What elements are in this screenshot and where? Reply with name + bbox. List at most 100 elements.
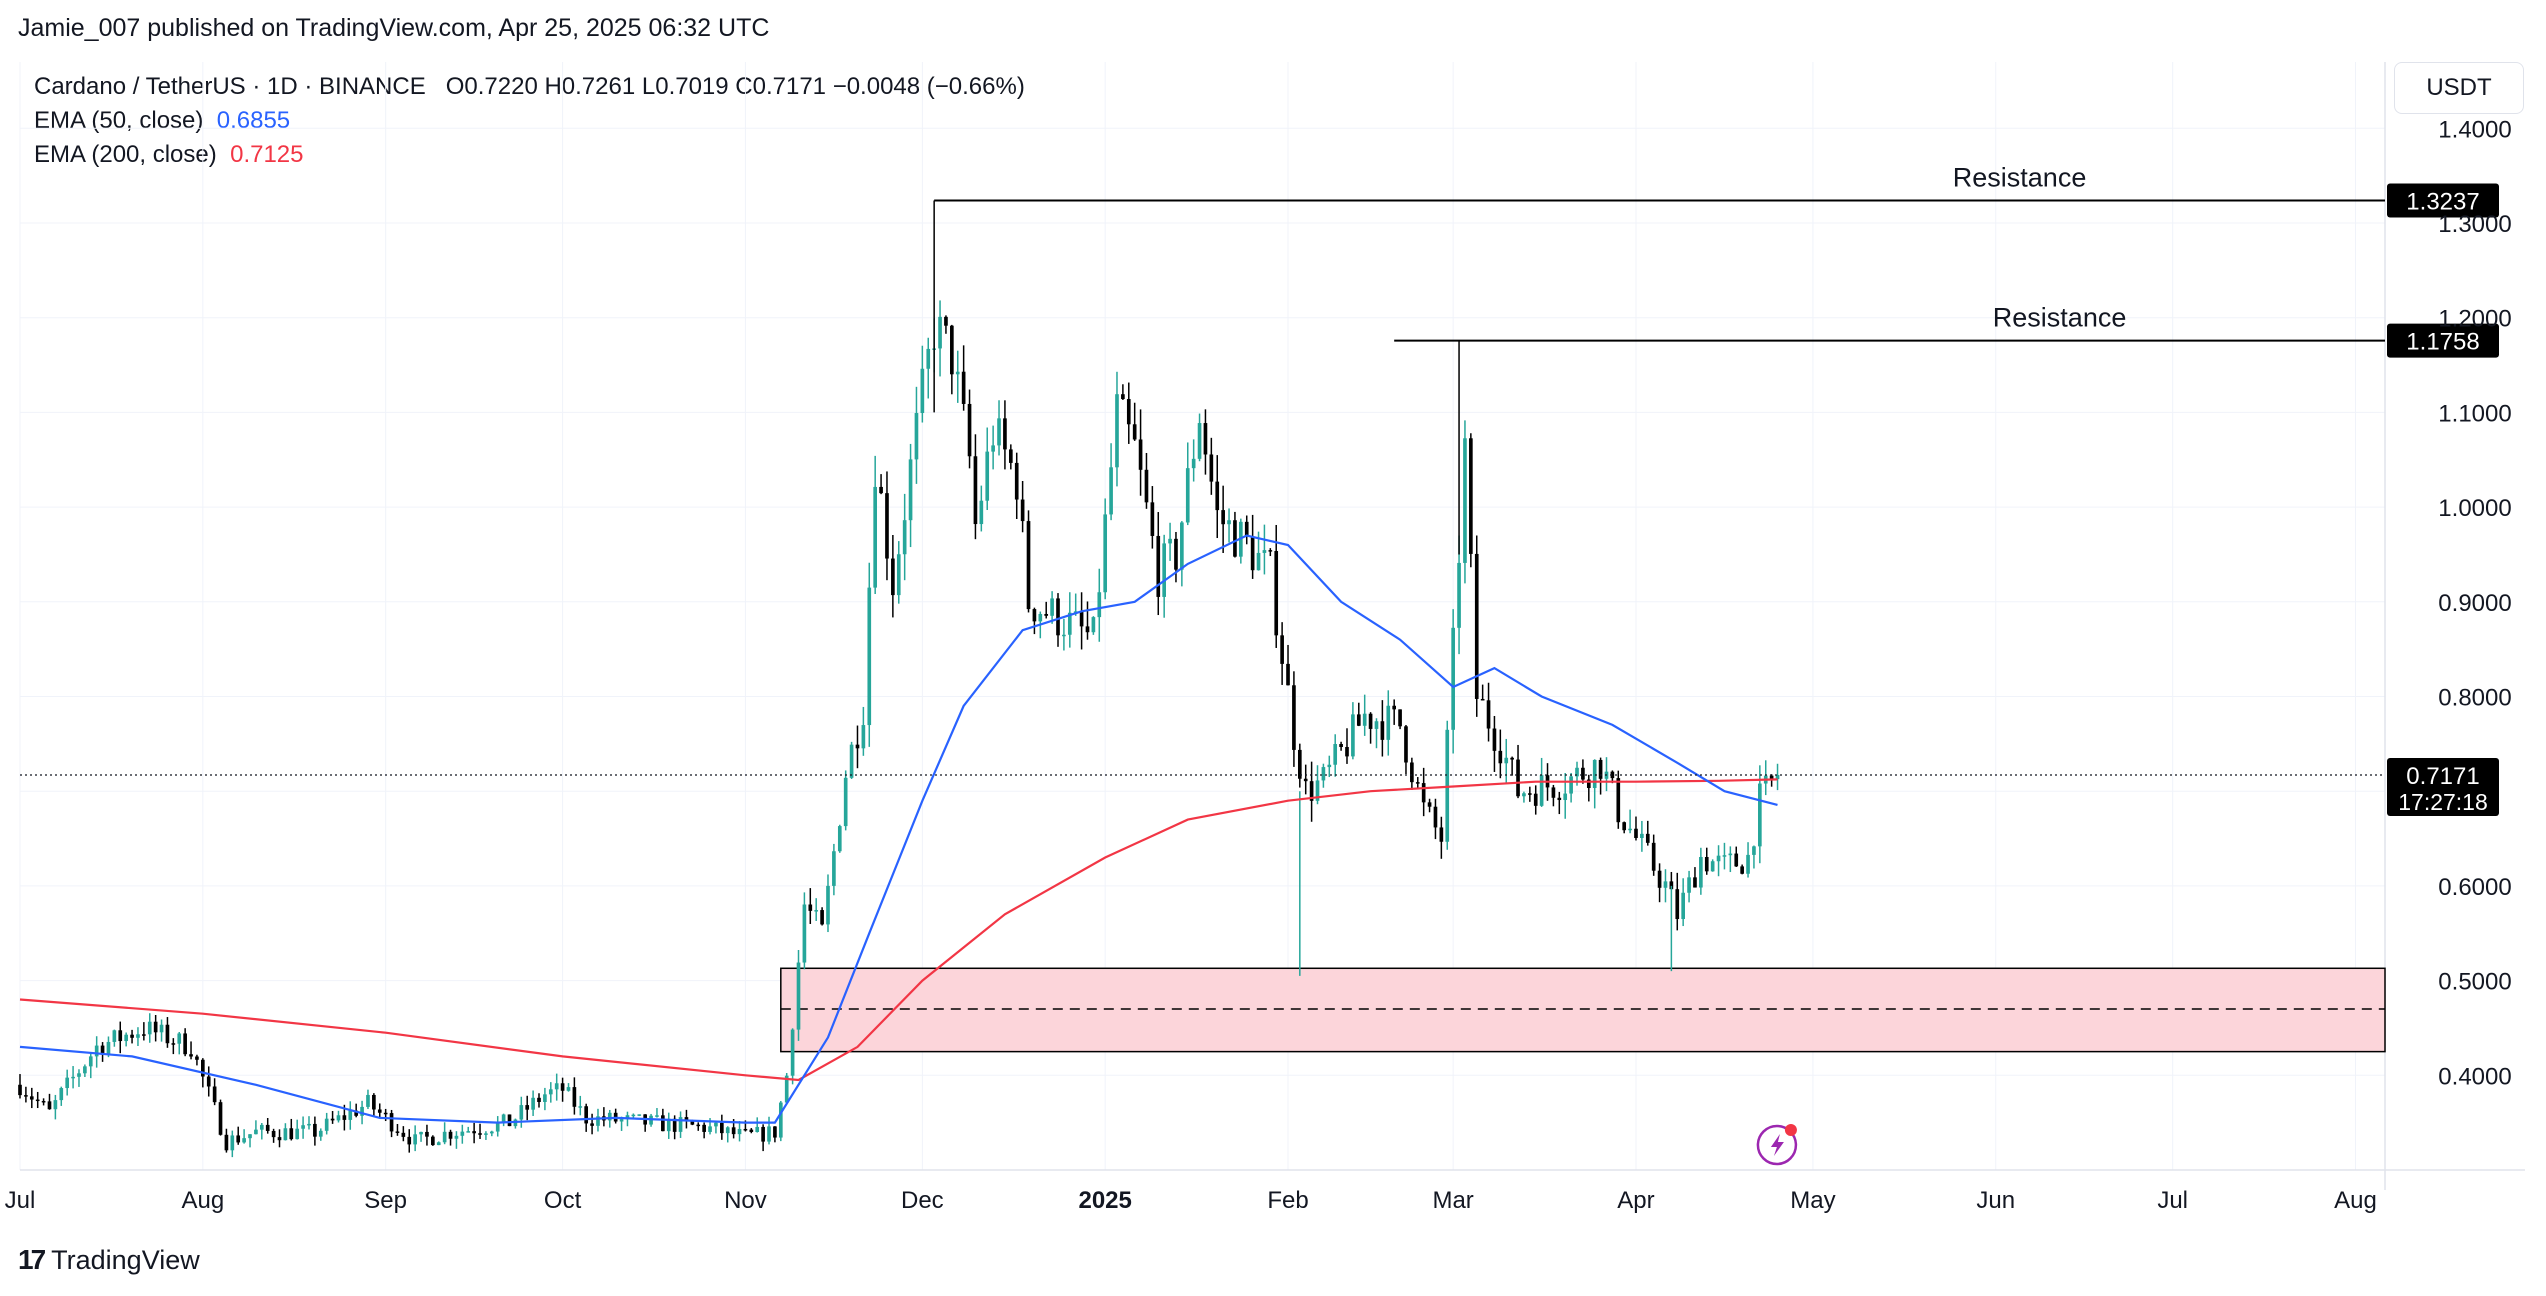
candle-body[interactable] — [755, 1126, 760, 1132]
candle-body[interactable] — [566, 1087, 571, 1091]
candle-body[interactable] — [1032, 609, 1037, 622]
candle-body[interactable] — [65, 1077, 70, 1089]
candle-body[interactable] — [1398, 709, 1402, 727]
candle-body[interactable] — [891, 558, 895, 596]
candle-body[interactable] — [914, 413, 919, 460]
candle-body[interactable] — [1404, 726, 1408, 763]
candle-body[interactable] — [206, 1076, 211, 1087]
candle-body[interactable] — [248, 1134, 252, 1139]
candle-body[interactable] — [1687, 877, 1691, 893]
candle-body[interactable] — [1516, 759, 1520, 797]
candle-body[interactable] — [1109, 467, 1113, 515]
candle-body[interactable] — [336, 1115, 341, 1121]
candle-body[interactable] — [112, 1030, 117, 1042]
candle-body[interactable] — [354, 1110, 359, 1116]
candle-body[interactable] — [1628, 828, 1632, 831]
candle-body[interactable] — [855, 744, 860, 749]
candle-body[interactable] — [448, 1131, 453, 1139]
candle-body[interactable] — [1616, 778, 1621, 823]
candle-body[interactable] — [832, 851, 836, 886]
candle-body[interactable] — [1380, 721, 1385, 740]
candle-body[interactable] — [100, 1045, 105, 1055]
candle-body[interactable] — [666, 1118, 671, 1132]
candle-body[interactable] — [1669, 881, 1674, 890]
candle-body[interactable] — [1274, 551, 1279, 636]
candle-body[interactable] — [725, 1127, 730, 1134]
candle-body[interactable] — [35, 1099, 40, 1102]
candle-body[interactable] — [489, 1131, 494, 1134]
candle-body[interactable] — [967, 403, 972, 457]
candle-body[interactable] — [189, 1054, 193, 1057]
candle-body[interactable] — [1121, 394, 1125, 400]
candle-body[interactable] — [820, 910, 824, 925]
candle-body[interactable] — [1351, 714, 1355, 757]
candle-body[interactable] — [1097, 592, 1102, 618]
candle-body[interactable] — [1056, 598, 1060, 636]
candle-body[interactable] — [1209, 454, 1214, 482]
candle-body[interactable] — [1038, 613, 1043, 622]
candle-body[interactable] — [1262, 550, 1267, 553]
candle-body[interactable] — [372, 1094, 376, 1110]
candle-body[interactable] — [118, 1030, 123, 1042]
candle-body[interactable] — [920, 368, 925, 414]
candle-body[interactable] — [1598, 759, 1603, 779]
candle-body[interactable] — [348, 1110, 353, 1120]
candle-body[interactable] — [1610, 771, 1615, 779]
candle-body[interactable] — [1421, 783, 1426, 803]
candle-body[interactable] — [29, 1096, 34, 1100]
candle-body[interactable] — [1675, 889, 1680, 920]
candle-body[interactable] — [1415, 782, 1420, 784]
candle-body[interactable] — [714, 1122, 718, 1127]
candle-body[interactable] — [731, 1127, 736, 1135]
candle-body[interactable] — [1439, 827, 1444, 842]
candle-body[interactable] — [59, 1088, 64, 1101]
candle-body[interactable] — [661, 1115, 665, 1132]
candle-body[interactable] — [395, 1131, 400, 1133]
candle-body[interactable] — [1410, 762, 1414, 783]
candle-body[interactable] — [837, 826, 842, 852]
candle-body[interactable] — [1091, 617, 1096, 633]
candle-body[interactable] — [1758, 783, 1762, 847]
candle-body[interactable] — [985, 451, 990, 501]
candle-body[interactable] — [696, 1124, 701, 1127]
candle-body[interactable] — [318, 1130, 323, 1137]
candle-body[interactable] — [1180, 522, 1184, 570]
candle-body[interactable] — [1126, 399, 1131, 425]
candle-body[interactable] — [1592, 759, 1597, 789]
candle-body[interactable] — [1575, 767, 1579, 777]
candle-body[interactable] — [720, 1122, 724, 1134]
candle-body[interactable] — [1752, 846, 1756, 855]
candle-body[interactable] — [1551, 787, 1556, 798]
candle-body[interactable] — [212, 1086, 217, 1103]
candle-body[interactable] — [1427, 802, 1432, 807]
candle-body[interactable] — [1457, 562, 1461, 628]
candle-body[interactable] — [265, 1124, 270, 1131]
candle-body[interactable] — [525, 1105, 530, 1110]
candle-body[interactable] — [631, 1114, 636, 1117]
candle-body[interactable] — [1191, 458, 1196, 469]
candle-body[interactable] — [1474, 553, 1479, 699]
candle-body[interactable] — [1716, 855, 1721, 862]
candle-body[interactable] — [1522, 793, 1526, 797]
candle-body[interactable] — [1008, 449, 1013, 463]
candle-body[interactable] — [784, 1075, 789, 1103]
candle-body[interactable] — [678, 1117, 683, 1132]
candle-body[interactable] — [1050, 598, 1054, 616]
candle-body[interactable] — [1663, 881, 1668, 888]
candle-body[interactable] — [1103, 514, 1108, 593]
candle-body[interactable] — [324, 1118, 329, 1131]
candle-body[interactable] — [578, 1106, 583, 1108]
candle-body[interactable] — [442, 1131, 447, 1143]
candle-body[interactable] — [1527, 793, 1532, 795]
candle-body[interactable] — [313, 1123, 317, 1137]
candle-body[interactable] — [814, 910, 819, 912]
candle-body[interactable] — [861, 725, 866, 749]
candle-body[interactable] — [1693, 877, 1697, 888]
candle-body[interactable] — [879, 486, 883, 494]
candle-body[interactable] — [1250, 536, 1255, 571]
candle-body[interactable] — [41, 1100, 46, 1103]
candle-body[interactable] — [1185, 468, 1190, 523]
candle-body[interactable] — [1003, 418, 1007, 450]
candle-body[interactable] — [554, 1083, 559, 1090]
support-zone[interactable] — [780, 967, 2386, 1053]
